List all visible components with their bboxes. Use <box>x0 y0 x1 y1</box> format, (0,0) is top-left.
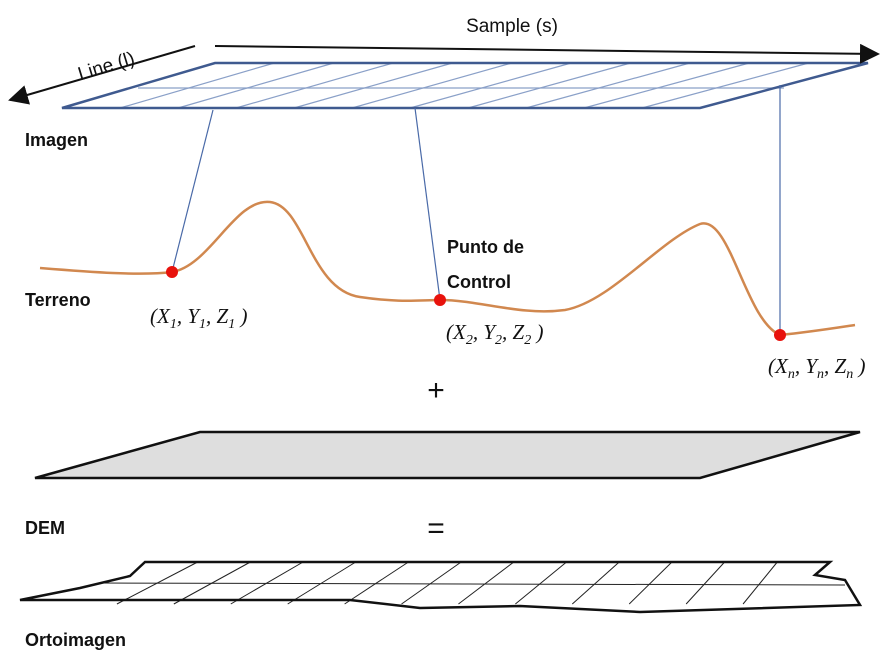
imagen-label: Imagen <box>25 130 88 150</box>
subscript: 1 <box>228 317 235 332</box>
equals-sign: = <box>427 512 445 545</box>
ortho-image <box>19 560 863 614</box>
grid-line <box>177 62 334 109</box>
control-points <box>166 266 786 341</box>
coordinate-text: , Y <box>177 304 202 328</box>
subscript: 2 <box>524 333 531 348</box>
terreno-label: Terreno <box>25 290 91 310</box>
projection-lines <box>171 85 781 335</box>
grid-line <box>583 62 750 109</box>
ortho-grid <box>99 561 846 605</box>
grid-line <box>99 582 846 586</box>
line-label: Line (l) <box>76 48 138 85</box>
sample-label: Sample (s) <box>466 16 558 37</box>
coordinate-text: ) <box>853 354 865 378</box>
coordinate-text: , Y <box>795 354 820 378</box>
grid-line <box>525 62 691 109</box>
dem-plane <box>34 430 861 480</box>
grid-line <box>235 62 394 109</box>
image-plane <box>61 61 869 110</box>
subscript: 1 <box>170 317 177 332</box>
subscript: 1 <box>199 317 206 332</box>
grid-line <box>742 561 778 605</box>
grid-line <box>287 561 357 605</box>
subscript: n <box>817 367 824 382</box>
ortoimagen-label: Ortoimagen <box>25 630 126 650</box>
coordinate-label: (Xn, Yn, Zn ) <box>768 354 865 382</box>
grid-line <box>641 62 809 109</box>
grid-line <box>351 62 512 109</box>
image-grid <box>119 62 809 109</box>
grid-line <box>119 62 275 109</box>
sample-axis <box>214 43 880 64</box>
control-label: Punto de <box>447 237 524 257</box>
grid-line <box>344 561 409 605</box>
coordinate-label: (X2, Y2, Z2 ) <box>446 320 543 348</box>
subscript: 2 <box>495 333 502 348</box>
grid-line <box>401 561 462 605</box>
grid-line <box>458 561 515 605</box>
coordinate-text: (X <box>446 320 467 344</box>
grid-line <box>293 62 453 109</box>
coordinate-text: (X <box>150 304 171 328</box>
subscript: 2 <box>466 333 473 348</box>
grid-line <box>467 62 631 109</box>
coordinate-text: , Z <box>502 320 525 344</box>
coordinate-text: (X <box>768 354 789 378</box>
line-axis <box>8 45 196 105</box>
grid-line <box>685 561 725 605</box>
coordinate-text: ) <box>531 320 543 344</box>
subscript: n <box>846 367 853 382</box>
coordinate-text: ) <box>235 304 247 328</box>
control-label: Control <box>447 272 511 292</box>
coordinate-text: , Z <box>824 354 847 378</box>
grid-line <box>409 62 572 109</box>
plus-sign: + <box>427 374 445 407</box>
grid-line <box>515 561 567 605</box>
grid-line <box>628 561 673 605</box>
coordinate-label: (X1, Y1, Z1 ) <box>150 304 247 332</box>
subscript: n <box>788 367 795 382</box>
grid-line <box>571 561 620 605</box>
coordinate-text: , Z <box>206 304 229 328</box>
coordinate-text: , Y <box>473 320 498 344</box>
dem-label: DEM <box>25 518 65 538</box>
